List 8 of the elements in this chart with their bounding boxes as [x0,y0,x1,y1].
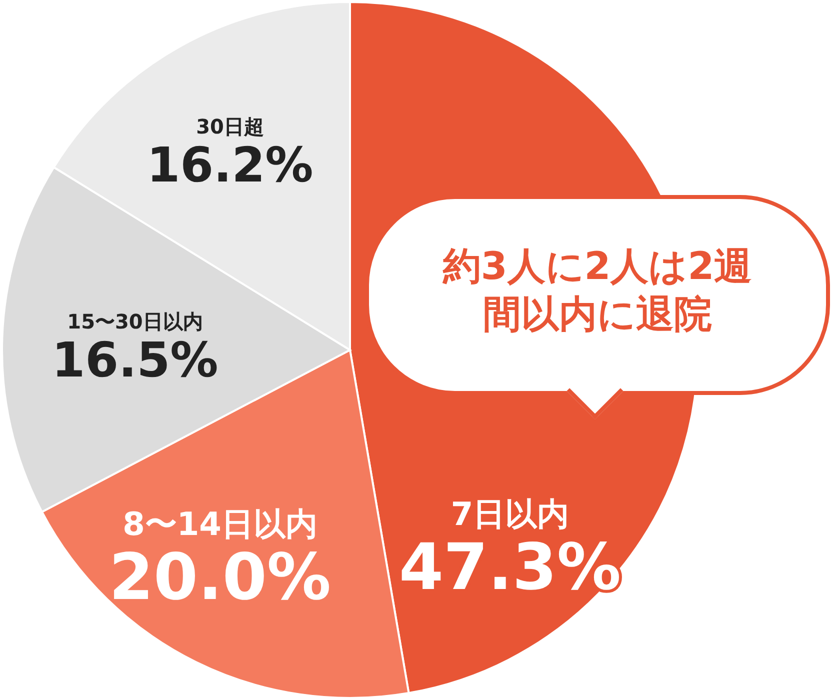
data-label: 16.2% [146,138,314,194]
data-label: 16.5% [52,332,218,389]
slice-label: 15〜30日以内 [67,310,203,334]
data-label: 20.0% [108,540,332,615]
slice-label: 8〜14日以内 [122,504,318,543]
slice-label: 7日以内 [450,494,570,533]
data-label: 47.3% [398,530,622,605]
slice-label: 30日超 [196,114,264,139]
